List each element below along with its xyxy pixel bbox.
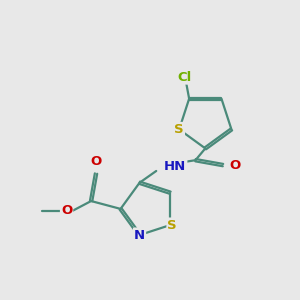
Text: O: O <box>229 159 240 172</box>
Text: O: O <box>61 204 72 218</box>
Text: N: N <box>134 229 145 242</box>
Text: O: O <box>90 155 102 168</box>
Text: S: S <box>174 123 184 136</box>
Text: S: S <box>167 218 177 232</box>
Text: HN: HN <box>164 160 186 172</box>
Text: Cl: Cl <box>177 70 191 84</box>
